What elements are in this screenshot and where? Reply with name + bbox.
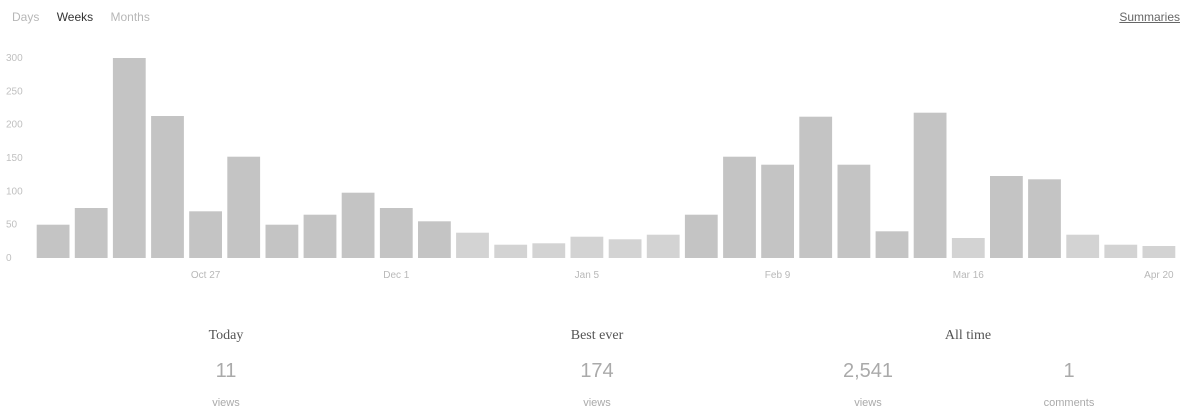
y-tick-label: 50 [6,220,18,231]
x-tick-label: Mar 16 [953,270,985,281]
chart-bar[interactable] [1104,244,1138,258]
best-ever-value: 174 [580,360,614,382]
x-tick-label: Jan 5 [575,270,600,281]
x-tick-label: Apr 20 [1144,270,1174,281]
chart-bar[interactable] [646,234,680,258]
chart-bar[interactable] [379,208,413,258]
best-ever-label: views [583,397,611,409]
chart-bar[interactable] [990,176,1023,258]
x-tick-label: Dec 1 [383,270,410,281]
chart-bar[interactable] [837,164,871,258]
x-tick-label: Feb 9 [765,270,791,281]
y-tick-label: 150 [6,153,23,164]
chart-bar[interactable] [875,231,909,258]
chart-bar[interactable] [608,239,642,258]
y-tick-label: 0 [6,253,12,264]
y-tick-label: 300 [6,53,23,64]
y-tick-label: 250 [6,86,23,97]
chart-bar[interactable] [74,208,108,258]
tab-months[interactable]: Months [110,10,150,24]
chart-bar[interactable] [723,156,756,258]
chart-bar[interactable] [341,192,375,258]
chart-bar[interactable] [913,112,947,258]
summaries-link[interactable]: Summaries [1119,10,1180,24]
today-title: Today [208,328,244,343]
chart-bar[interactable] [761,164,794,258]
chart-bar[interactable] [494,244,528,258]
chart-bar[interactable] [684,214,718,258]
period-tabs: Days Weeks Months [12,10,164,26]
chart-bar[interactable] [303,214,337,258]
chart-bar[interactable] [1066,234,1100,258]
all-time-views-label: views [854,397,882,409]
chart-bar[interactable] [418,221,451,258]
all-time-title: All time [944,328,992,343]
chart-bar[interactable] [951,238,985,258]
y-tick-label: 200 [6,120,23,131]
chart-bar[interactable] [1028,179,1061,258]
all-time-comments-label: comments [1043,397,1095,409]
chart-bar[interactable] [112,58,146,258]
y-tick-label: 100 [6,186,23,197]
all-time-comments-value: 1 [1063,360,1075,382]
chart-bar[interactable] [799,116,833,258]
tab-days[interactable]: Days [12,10,40,24]
chart-bar[interactable] [189,211,222,258]
today-views-label: views [212,397,240,409]
tab-weeks[interactable]: Weeks [56,10,94,24]
chart-bar[interactable] [1142,246,1176,258]
chart-bar[interactable] [570,236,604,258]
chart-bar[interactable] [456,232,489,258]
best-ever-title: Best ever [570,328,624,343]
views-bar-chart: 0 50 100 150 200 250 300 Oct 27 Dec 1 Jan 5 Feb 9 M… [6,53,1176,281]
chart-bar[interactable] [151,116,184,258]
x-tick-label: Oct 27 [191,270,221,281]
chart-bar[interactable] [265,224,299,258]
chart-bar[interactable] [227,156,261,258]
today-views-value: 11 [215,360,237,382]
chart-bar[interactable] [36,224,70,258]
all-time-views-value: 2,541 [842,360,894,382]
chart-bar[interactable] [532,243,566,258]
